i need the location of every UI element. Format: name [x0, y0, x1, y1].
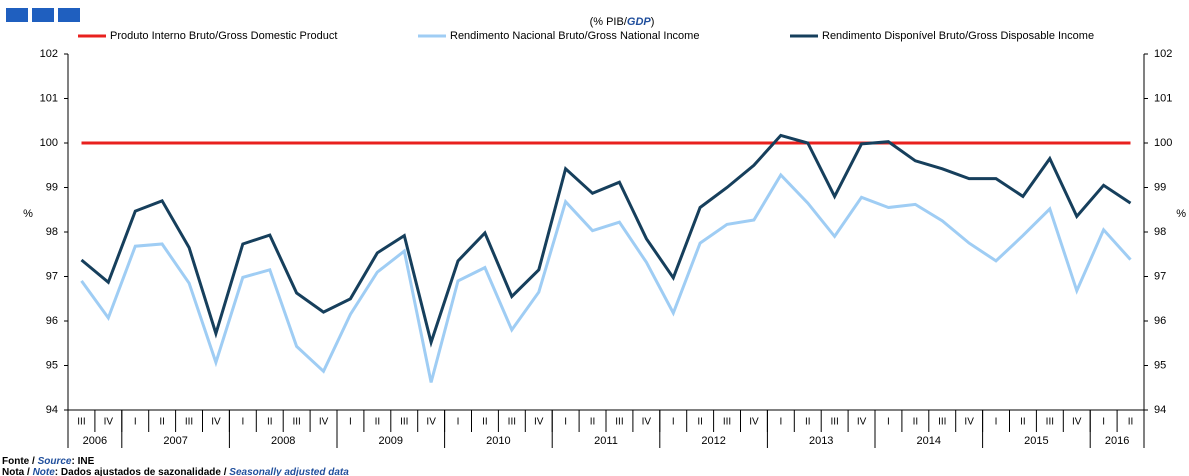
x-tick-label: I: [134, 417, 137, 428]
x-tick-label: IV: [426, 417, 436, 428]
y-tick-label: 98: [46, 226, 58, 238]
y-tick-label: 102: [40, 48, 58, 60]
y-axis-label: %: [23, 208, 33, 220]
year-label: 2016: [1105, 435, 1129, 447]
x-tick-label: II: [1020, 417, 1026, 428]
x-tick-label: I: [995, 417, 998, 428]
year-label: 2014: [917, 435, 941, 447]
subtitle: (% PIB/GDP): [590, 16, 655, 28]
y2-tick-label: 96: [1154, 315, 1166, 327]
footer-note: Nota / Note: Dados ajustados de sazonali…: [2, 467, 349, 476]
x-tick-label: II: [805, 417, 811, 428]
y2-tick-label: 99: [1154, 181, 1166, 193]
x-tick-label: II: [482, 417, 488, 428]
y2-axis-label: %: [1176, 208, 1186, 220]
x-tick-label: IV: [534, 417, 544, 428]
y-tick-label: 100: [40, 137, 58, 149]
x-tick-label: III: [508, 417, 516, 428]
y2-tick-label: 94: [1154, 404, 1166, 416]
x-tick-label: III: [77, 417, 85, 428]
series-line: [80, 172, 1132, 383]
y2-tick-label: 98: [1154, 226, 1166, 238]
x-tick-label: II: [913, 417, 919, 428]
x-tick-label: III: [1046, 417, 1054, 428]
x-tick-label: IV: [642, 417, 652, 428]
x-tick-label: I: [672, 417, 675, 428]
y-tick-label: 94: [46, 404, 58, 416]
legend-label: Rendimento Disponível Bruto/Gross Dispos…: [822, 30, 1094, 42]
y-tick-label: 95: [46, 359, 58, 371]
y-tick-label: 97: [46, 270, 58, 282]
x-tick-label: III: [292, 417, 300, 428]
logo: [58, 8, 80, 22]
x-tick-label: IV: [211, 417, 221, 428]
x-tick-label: IV: [319, 417, 329, 428]
x-tick-label: III: [400, 417, 408, 428]
year-label: 2013: [809, 435, 833, 447]
x-tick-label: I: [887, 417, 890, 428]
x-tick-label: II: [697, 417, 703, 428]
footer-source: Fonte / Source: INE: [2, 456, 95, 467]
x-tick-label: II: [1128, 417, 1134, 428]
x-tick-label: IV: [749, 417, 759, 428]
x-tick-label: III: [830, 417, 838, 428]
year-label: 2007: [163, 435, 187, 447]
x-tick-label: I: [1102, 417, 1105, 428]
logo: [6, 8, 28, 22]
x-tick-label: II: [375, 417, 381, 428]
x-tick-label: I: [779, 417, 782, 428]
year-label: 2012: [701, 435, 725, 447]
y-tick-label: 101: [40, 92, 58, 104]
series-line: [80, 133, 1132, 348]
y2-tick-label: 97: [1154, 270, 1166, 282]
x-tick-label: II: [159, 417, 165, 428]
y2-tick-label: 101: [1154, 92, 1172, 104]
year-label: 2008: [271, 435, 295, 447]
y2-tick-label: 100: [1154, 137, 1172, 149]
x-tick-label: I: [457, 417, 460, 428]
year-label: 2010: [486, 435, 510, 447]
legend-label: Rendimento Nacional Bruto/Gross National…: [450, 30, 699, 42]
x-tick-label: I: [241, 417, 244, 428]
x-tick-label: III: [723, 417, 731, 428]
year-label: 2006: [83, 435, 107, 447]
x-tick-label: III: [185, 417, 193, 428]
x-tick-label: III: [938, 417, 946, 428]
y-tick-label: 99: [46, 181, 58, 193]
year-label: 2011: [594, 435, 618, 447]
year-label: 2015: [1024, 435, 1048, 447]
logo: [32, 8, 54, 22]
y2-tick-label: 95: [1154, 359, 1166, 371]
legend-label: Produto Interno Bruto/Gross Domestic Pro…: [110, 30, 337, 42]
y2-tick-label: 102: [1154, 48, 1172, 60]
x-tick-label: IV: [1072, 417, 1082, 428]
x-tick-label: IV: [964, 417, 974, 428]
x-tick-label: IV: [104, 417, 114, 428]
x-tick-label: III: [615, 417, 623, 428]
x-tick-label: IV: [857, 417, 867, 428]
x-tick-label: I: [564, 417, 567, 428]
x-tick-label: II: [267, 417, 273, 428]
y-tick-label: 96: [46, 315, 58, 327]
x-tick-label: II: [590, 417, 596, 428]
x-tick-label: I: [349, 417, 352, 428]
year-label: 2009: [379, 435, 403, 447]
